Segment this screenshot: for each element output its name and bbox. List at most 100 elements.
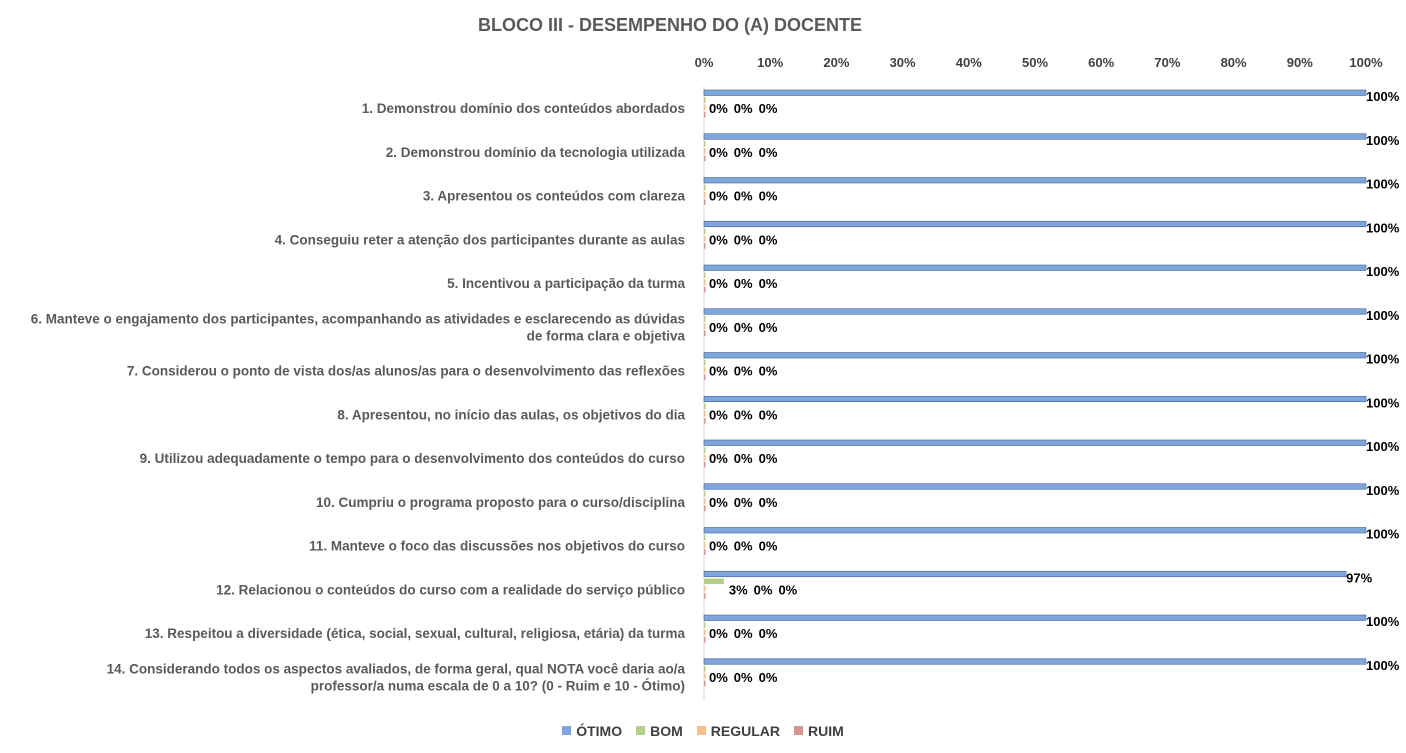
bar-regular <box>704 192 706 198</box>
data-label: 100% <box>1366 395 1400 410</box>
data-label: 0% <box>734 539 753 554</box>
bar-bom <box>704 447 706 453</box>
bar-ótimo <box>703 220 1367 228</box>
x-tick-label: 70% <box>1154 55 1180 70</box>
bar-ótimo <box>703 89 1367 96</box>
data-label: 3% <box>729 582 748 597</box>
bar-regular <box>704 367 706 373</box>
data-label: 0% <box>709 495 728 510</box>
bar-regular <box>704 104 706 111</box>
bar-ótimo <box>703 308 1367 315</box>
bar-bom <box>704 622 706 628</box>
bar-regular <box>704 148 706 154</box>
bar-bom <box>704 491 706 497</box>
data-label: 0% <box>734 407 753 422</box>
bar-ótimo <box>703 177 1367 184</box>
bar-ótimo <box>703 658 1367 665</box>
bar-ótimo <box>703 395 1367 403</box>
bar-bom <box>704 578 724 585</box>
x-tick-label: 60% <box>1088 55 1114 70</box>
data-label: 0% <box>734 101 753 116</box>
legend-label: REGULAR <box>710 722 780 739</box>
category-label: 2. Demonstrou domínio da tecnologia util… <box>386 145 686 160</box>
x-tick-label: 100% <box>1349 55 1383 70</box>
x-tick-label: 10% <box>757 55 783 70</box>
bar-bom <box>704 184 706 191</box>
bar-ruim <box>704 418 706 424</box>
bar-ruim <box>704 461 706 468</box>
data-label: 0% <box>759 451 778 466</box>
bar-regular <box>704 542 706 548</box>
x-tick-label: 50% <box>1022 55 1048 70</box>
bar-ruim <box>704 286 706 293</box>
data-label: 0% <box>759 364 778 379</box>
bar-ruim <box>704 111 706 118</box>
data-label: 0% <box>734 276 753 291</box>
data-label: 0% <box>759 232 778 247</box>
data-label: 0% <box>709 145 728 160</box>
data-label: 0% <box>709 189 728 204</box>
bar-regular <box>704 279 706 286</box>
data-label: 0% <box>759 189 778 204</box>
category-label: 4. Conseguiu reter a atenção dos partici… <box>275 232 685 247</box>
bar-regular <box>704 498 706 504</box>
bar-ruim <box>704 155 706 162</box>
bar-regular <box>704 410 706 417</box>
x-tick-label: 40% <box>956 55 982 70</box>
data-label: 0% <box>759 407 778 422</box>
data-label: 100% <box>1366 483 1400 498</box>
data-label: 100% <box>1366 439 1400 454</box>
data-label: 0% <box>759 626 778 641</box>
data-label: 100% <box>1366 527 1400 542</box>
data-label: 100% <box>1366 658 1400 673</box>
data-label: 0% <box>734 364 753 379</box>
x-tick-label: 20% <box>823 55 849 70</box>
data-label: 100% <box>1366 614 1400 629</box>
data-label: 0% <box>754 582 773 597</box>
bar-ruim <box>704 593 706 599</box>
bar-chart: 0% 10% 20% 30% 40% 50% 60% 70% 80% 90% 100% 1. Demo… <box>31 55 1400 700</box>
bar-bom <box>704 141 706 147</box>
legend-label: ÓTIMO <box>576 722 623 739</box>
bar-bom <box>704 97 706 103</box>
data-label: 0% <box>759 539 778 554</box>
data-label: 100% <box>1366 308 1400 323</box>
bar-ruim <box>704 374 706 380</box>
data-label: 100% <box>1366 220 1400 235</box>
data-label: 97% <box>1346 570 1372 585</box>
data-label: 0% <box>709 451 728 466</box>
data-label: 0% <box>709 539 728 554</box>
bar-ruim <box>704 680 706 687</box>
category-label: 3. Apresentou os conteúdos com clareza <box>423 189 686 204</box>
bar-ruim <box>704 636 706 643</box>
category-label: professor/a numa escala de 0 a 10? (0 - … <box>311 678 685 693</box>
bar-regular <box>704 235 706 242</box>
data-label: 0% <box>734 495 753 510</box>
legend-label: RUIM <box>808 722 844 739</box>
data-label: 0% <box>759 320 778 335</box>
data-label: 100% <box>1366 89 1400 104</box>
legend-swatch <box>562 726 572 735</box>
category-label: 13. Respeitou a diversidade (ética, soci… <box>145 626 686 641</box>
data-label: 0% <box>759 495 778 510</box>
data-label: 100% <box>1366 352 1400 367</box>
legend-swatch <box>696 726 706 735</box>
legend-item: RUIM <box>794 723 844 739</box>
legend-item: REGULAR <box>696 722 780 739</box>
data-label: 0% <box>734 189 753 204</box>
legend-item: ÓTIMO <box>562 723 622 739</box>
data-label: 100% <box>1366 177 1400 192</box>
category-label: 7. Considerou o ponto de vista dos/as al… <box>127 364 685 379</box>
data-label: 0% <box>734 320 753 335</box>
x-tick-label: 30% <box>890 55 916 70</box>
bar-ruim <box>704 330 706 337</box>
bar-bom <box>704 228 706 235</box>
bar-regular <box>704 673 706 679</box>
bar-ótimo <box>703 264 1367 271</box>
bar-ótimo <box>703 570 1347 578</box>
category-label: 1. Demonstrou domínio dos conteúdos abor… <box>362 101 685 116</box>
x-tick-label: 0% <box>695 55 714 70</box>
data-label: 100% <box>1366 264 1400 279</box>
data-label: 100% <box>1366 133 1400 148</box>
data-label: 0% <box>778 582 797 597</box>
